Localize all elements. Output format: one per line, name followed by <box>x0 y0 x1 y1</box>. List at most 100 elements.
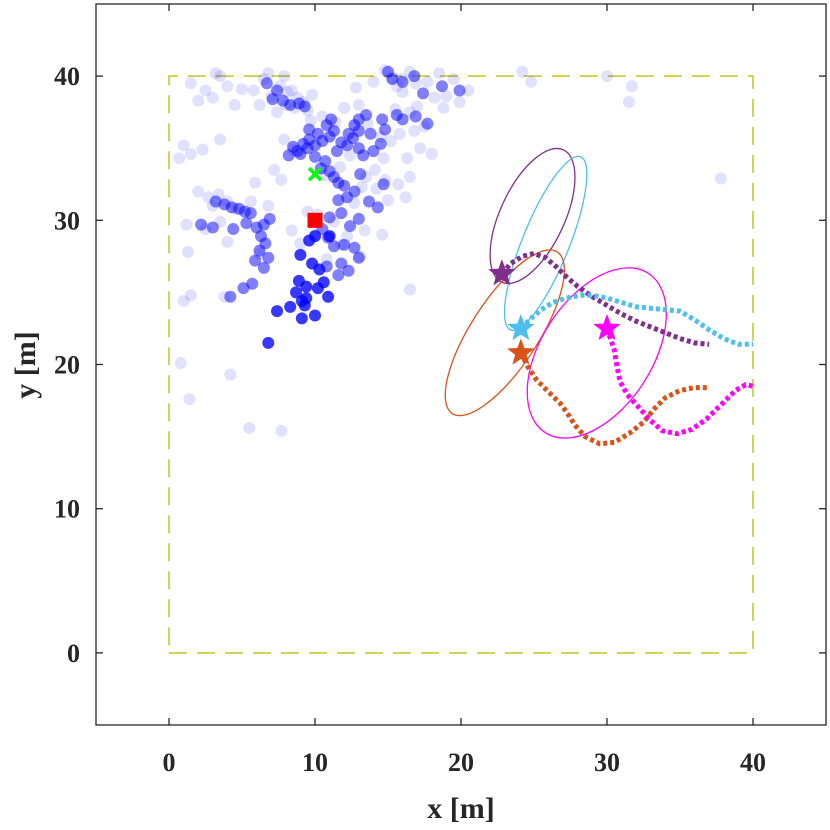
faint-particle <box>440 90 453 103</box>
faint-particle <box>333 160 346 173</box>
mid-particle <box>298 100 311 113</box>
mid-particle <box>237 282 250 295</box>
faint-particle <box>184 289 197 302</box>
mid-particle <box>374 137 387 150</box>
true-position-square <box>307 212 323 228</box>
estimate-x-marker <box>307 166 323 182</box>
mid-particle <box>364 127 377 140</box>
boundary-rectangle <box>168 75 754 654</box>
mid-particle <box>332 269 345 282</box>
faint-particle <box>392 178 405 191</box>
mid-particle <box>335 207 348 220</box>
mid-particle <box>396 75 409 88</box>
mid-particle <box>266 93 279 106</box>
faint-particle <box>306 88 319 101</box>
faint-particle <box>377 152 390 165</box>
mid-particle <box>354 168 367 181</box>
solid-particle <box>294 248 307 261</box>
faint-particle <box>244 195 257 208</box>
faint-particle <box>437 101 450 114</box>
mid-particle <box>249 254 262 267</box>
faint-particle <box>367 75 380 88</box>
faint-particle <box>268 163 281 176</box>
faint-particle <box>199 84 212 97</box>
faint-particle <box>173 152 186 165</box>
boundary-layer <box>168 75 754 654</box>
mid-particle <box>335 257 348 270</box>
faint-particle <box>447 72 460 85</box>
solid-particle <box>317 276 330 289</box>
mid-particle <box>257 261 270 274</box>
faint-particle <box>421 75 434 88</box>
x-tick-label: 20 <box>448 748 474 777</box>
mid-particle <box>377 178 390 191</box>
faint-particle <box>243 421 256 434</box>
x-tick-label: 10 <box>302 748 328 777</box>
mid-particle <box>260 77 273 90</box>
faint-particle <box>428 91 441 104</box>
faint-particle <box>349 81 362 94</box>
target-star-2 <box>507 314 535 341</box>
mid-particle <box>327 240 340 253</box>
faint-particle <box>214 70 227 83</box>
faint-particle <box>525 75 538 88</box>
x-tick-label: 30 <box>594 748 620 777</box>
faint-particle <box>403 283 416 296</box>
faint-particle <box>352 98 365 111</box>
faint-particle <box>184 77 197 90</box>
mid-particle <box>396 113 409 126</box>
mid-particle <box>453 84 466 97</box>
faint-particle <box>408 124 421 137</box>
mid-particle <box>206 221 219 234</box>
plot-area <box>95 3 827 726</box>
mid-particle <box>282 149 295 162</box>
faint-particle <box>192 185 205 198</box>
mid-particle <box>409 110 422 123</box>
faint-particle <box>192 94 205 107</box>
faint-particle <box>236 83 248 96</box>
faint-particle <box>399 191 412 204</box>
faint-particle <box>400 152 413 165</box>
faint-particle <box>181 246 194 259</box>
faint-particle <box>285 84 298 97</box>
faint-particle <box>344 149 357 162</box>
y-tick-label: 30 <box>54 206 80 235</box>
solid-particle <box>309 309 321 322</box>
faint-particle <box>184 147 197 160</box>
x-tick-label: 0 <box>163 748 176 777</box>
target-trajectory-3 <box>518 351 710 447</box>
target-star-4 <box>593 314 621 341</box>
x-tick-label: 40 <box>740 748 766 777</box>
faint-particle <box>177 139 190 152</box>
faint-particle <box>262 199 275 212</box>
trajectory-layer <box>499 250 754 447</box>
mid-particle <box>352 142 365 155</box>
mid-particle <box>195 218 208 231</box>
uncertainty-ellipse-4 <box>526 267 667 439</box>
mid-particle <box>224 290 237 303</box>
solid-particle <box>306 257 319 270</box>
tick-layer: 0 10 20 30 40 0 10 20 30 40 <box>54 4 826 777</box>
faint-particle <box>196 143 209 156</box>
mid-particle <box>379 123 392 136</box>
solid-particle <box>284 300 297 313</box>
faint-particle <box>174 357 187 370</box>
faint-particle <box>358 224 371 237</box>
faint-particle <box>278 70 291 83</box>
mid-particle <box>352 251 365 264</box>
mid-particle <box>227 222 240 235</box>
faint-particle <box>414 142 427 155</box>
mid-particle <box>408 70 421 83</box>
mid-particle <box>263 212 276 225</box>
mid-particle <box>436 80 449 93</box>
faint-particle <box>338 101 351 114</box>
mid-particle <box>421 117 434 130</box>
faint-particle <box>221 235 234 248</box>
solid-particle <box>300 280 313 293</box>
marker-layer <box>307 166 621 365</box>
mid-particle <box>352 212 365 225</box>
solid-particle <box>295 312 308 325</box>
faint-particle <box>368 163 381 176</box>
target-trajectory-1 <box>499 250 710 347</box>
